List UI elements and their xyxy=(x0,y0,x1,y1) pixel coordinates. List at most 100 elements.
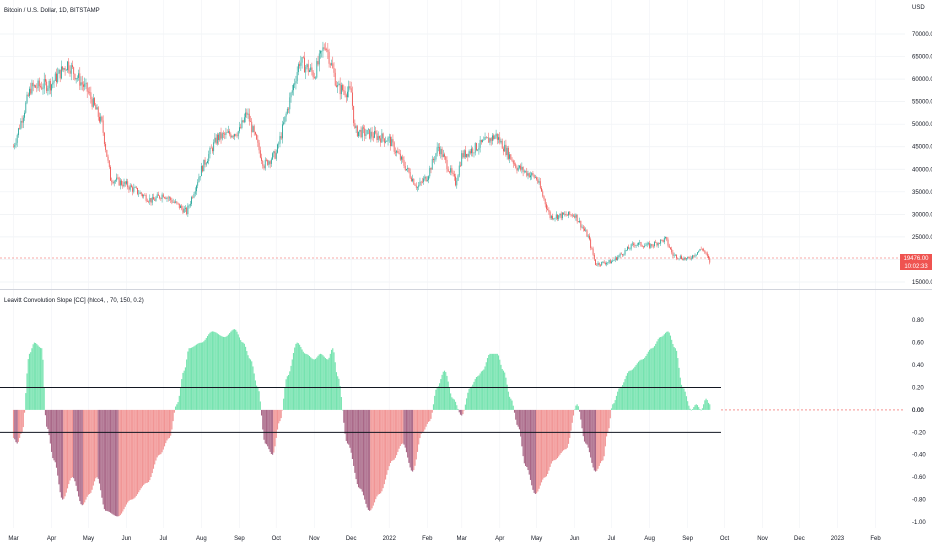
candle-body xyxy=(533,174,535,178)
indicator-bar xyxy=(596,409,598,471)
candle-body xyxy=(564,213,566,215)
candle-body xyxy=(641,245,643,247)
indicator-bar xyxy=(634,366,636,410)
candle-body xyxy=(280,136,282,139)
indicator-bar xyxy=(561,409,563,452)
candle-body xyxy=(187,205,189,214)
candle-body xyxy=(119,180,121,186)
candle-body xyxy=(623,254,625,256)
indicator-bar xyxy=(64,409,66,497)
time-x-axis[interactable]: Mar Apr May Jun Jul Aug Sep Oct Nov Dec 2022 Feb Mar… xyxy=(8,536,881,542)
candle-body xyxy=(553,218,555,220)
indicator-bar xyxy=(85,409,87,500)
candle-body xyxy=(263,165,265,169)
candle-body xyxy=(296,72,298,82)
indicator-bar xyxy=(376,409,378,497)
candle-body xyxy=(375,130,377,134)
candle-body xyxy=(527,173,529,176)
candle-body xyxy=(602,261,604,263)
indicator-bar xyxy=(404,409,406,448)
indicator-bar xyxy=(351,409,353,460)
time-tick-label: Sep xyxy=(234,536,245,542)
indicator-bar xyxy=(453,399,455,410)
indicator-bar xyxy=(362,409,365,496)
candle-body xyxy=(585,230,587,231)
candle-body xyxy=(30,88,32,94)
indicator-bar xyxy=(595,409,597,472)
indicator-bar xyxy=(177,402,179,410)
indicator-bar xyxy=(413,409,415,471)
candle-body xyxy=(160,198,162,199)
candle-body xyxy=(580,220,582,228)
candle-body xyxy=(225,132,227,135)
candle-body xyxy=(321,50,323,52)
candle-body xyxy=(162,194,164,198)
indicator-bar xyxy=(489,353,491,410)
indicator-bar xyxy=(582,409,584,437)
candle-body xyxy=(517,167,519,171)
indicator-bar xyxy=(319,353,322,410)
time-tick-label: Oct xyxy=(272,536,282,542)
candle-body xyxy=(196,185,197,192)
indicator-bar xyxy=(322,355,324,410)
candle-body xyxy=(40,86,41,87)
indicator-bar xyxy=(296,342,298,410)
price-tick-label: 70000.00 xyxy=(912,32,932,38)
indicator-bar xyxy=(515,409,517,420)
indicator-bar xyxy=(114,409,116,516)
candle-body xyxy=(677,258,679,259)
candle-body xyxy=(441,148,443,157)
candle-body xyxy=(671,248,673,253)
candle-body xyxy=(458,165,460,176)
price-y-axis[interactable]: 70000.00 65000.00 60000.00 55000.00 50000.00… xyxy=(912,32,932,286)
indicator-bar xyxy=(657,339,659,410)
indicator-bar xyxy=(91,409,93,490)
candle-body xyxy=(601,261,603,266)
indicator-y-axis[interactable]: 0.80 0.60 0.40 0.20 0.00 -0.20 -0.40 -0.60 -0.80… xyxy=(912,318,926,526)
candle-body xyxy=(48,80,50,89)
indicator-bar xyxy=(356,409,358,485)
candle-body xyxy=(14,145,16,147)
indicator-bar xyxy=(571,409,573,423)
indicator-bar xyxy=(265,409,268,445)
candle-body xyxy=(42,88,44,90)
indicator-tick-label: 0.80 xyxy=(912,318,924,324)
indicator-bar xyxy=(533,409,535,493)
indicator-bar xyxy=(124,409,126,507)
indicator-bar xyxy=(463,409,465,411)
indicator-bar xyxy=(248,358,250,410)
indicator-bar xyxy=(323,356,325,410)
indicator-bar xyxy=(280,409,282,419)
indicator-bar xyxy=(188,348,190,410)
indicator-bar xyxy=(135,409,137,496)
candle-body xyxy=(449,171,450,173)
candle-body xyxy=(116,177,118,181)
candle-body xyxy=(622,254,624,256)
indicator-bar xyxy=(19,409,21,438)
time-tick-label: Jul xyxy=(159,536,167,542)
candle-body xyxy=(143,195,145,197)
indicator-bar xyxy=(556,409,559,459)
candle-body xyxy=(630,244,632,249)
candle-body xyxy=(538,181,540,183)
indicator-bar xyxy=(354,409,356,473)
indicator-bar xyxy=(563,409,565,451)
indicator-bar xyxy=(574,409,576,411)
indicator-bar xyxy=(694,405,696,410)
candle-body xyxy=(273,151,275,154)
indicator-bar xyxy=(577,406,579,410)
indicator-bar xyxy=(301,349,303,410)
candle-body xyxy=(67,61,68,71)
pane-separator[interactable] xyxy=(0,289,932,290)
indicator-bar xyxy=(311,358,313,410)
indicator-bar xyxy=(479,373,481,410)
indicator-bar xyxy=(274,409,276,447)
candle-body xyxy=(523,171,525,172)
indicator-bar xyxy=(146,409,148,483)
indicator-bar xyxy=(631,369,633,410)
candle-body xyxy=(254,132,256,135)
candle-body xyxy=(488,137,490,143)
candle-body xyxy=(635,244,637,246)
candle-body xyxy=(606,263,608,265)
